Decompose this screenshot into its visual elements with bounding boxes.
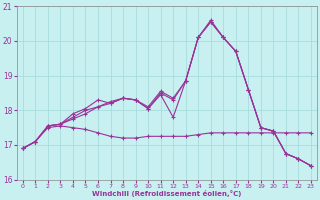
X-axis label: Windchill (Refroidissement éolien,°C): Windchill (Refroidissement éolien,°C) xyxy=(92,190,242,197)
